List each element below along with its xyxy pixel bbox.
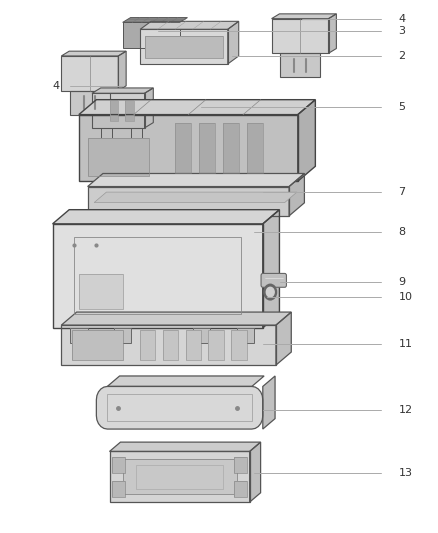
Polygon shape [114,328,131,343]
Polygon shape [208,330,224,360]
Polygon shape [263,376,275,429]
Circle shape [263,284,277,301]
Polygon shape [223,123,239,173]
Polygon shape [175,123,191,173]
Polygon shape [276,312,291,365]
Polygon shape [70,328,88,343]
Polygon shape [118,51,126,91]
Polygon shape [199,123,215,173]
Polygon shape [247,123,263,173]
Polygon shape [107,376,264,386]
Polygon shape [79,100,315,115]
Text: 3: 3 [399,26,406,36]
Polygon shape [112,457,125,473]
Polygon shape [163,330,178,360]
Polygon shape [94,192,297,203]
Text: 4: 4 [53,82,60,91]
Polygon shape [145,36,223,58]
Polygon shape [272,19,328,53]
Polygon shape [110,451,250,502]
Polygon shape [123,18,187,22]
Polygon shape [228,21,239,64]
Polygon shape [145,88,153,128]
Text: 10: 10 [399,293,413,302]
Polygon shape [92,93,145,128]
Text: 12: 12 [399,406,413,415]
Polygon shape [110,442,261,451]
Polygon shape [88,174,304,187]
Polygon shape [186,330,201,360]
Polygon shape [131,128,142,147]
Polygon shape [140,330,155,360]
Polygon shape [234,481,247,497]
Polygon shape [125,100,134,121]
Polygon shape [96,386,263,429]
Polygon shape [53,224,263,328]
Polygon shape [112,481,125,497]
Polygon shape [61,51,126,56]
Polygon shape [88,138,149,176]
Polygon shape [231,330,247,360]
Polygon shape [92,88,153,93]
Polygon shape [280,53,320,77]
Polygon shape [250,442,261,502]
Text: 8: 8 [399,227,406,237]
Polygon shape [237,328,254,343]
Polygon shape [72,330,123,360]
Text: 2: 2 [399,51,406,61]
Polygon shape [53,209,279,224]
Text: 5: 5 [399,102,406,111]
Polygon shape [110,100,118,121]
Circle shape [266,287,274,297]
Polygon shape [101,128,112,147]
Polygon shape [298,100,315,181]
Polygon shape [123,22,180,48]
Polygon shape [88,187,289,216]
Text: 11: 11 [399,339,413,349]
Polygon shape [61,312,291,325]
Polygon shape [193,328,210,343]
Polygon shape [234,457,247,473]
Polygon shape [61,56,118,91]
Polygon shape [123,459,237,494]
Polygon shape [79,274,123,309]
Polygon shape [140,29,228,64]
Polygon shape [263,209,279,328]
Polygon shape [272,14,336,19]
Polygon shape [61,325,276,365]
Polygon shape [79,115,298,181]
Polygon shape [289,174,304,216]
FancyBboxPatch shape [261,273,286,287]
Text: 9: 9 [399,278,406,287]
Text: 13: 13 [399,469,413,478]
Polygon shape [140,21,239,29]
Text: 4: 4 [399,14,406,23]
Polygon shape [328,14,336,53]
Polygon shape [70,91,110,115]
Text: 7: 7 [399,187,406,197]
